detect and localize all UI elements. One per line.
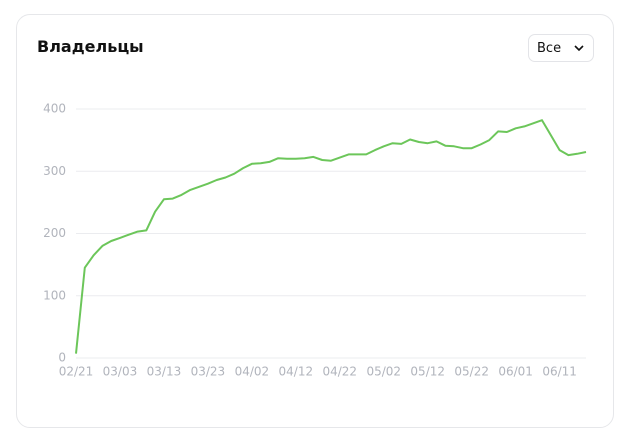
x-tick-label: 06/01 <box>498 365 533 379</box>
x-tick-label: 05/02 <box>366 365 401 379</box>
y-tick-label: 200 <box>43 226 66 240</box>
chevron-icon <box>574 45 584 52</box>
x-tick-label: 05/12 <box>410 365 445 379</box>
y-tick-label: 400 <box>43 102 66 116</box>
line <box>75 119 587 354</box>
filter-value: Все <box>537 41 562 56</box>
filter-dropdown[interactable]: Все <box>528 34 594 62</box>
x-tick-label: 04/12 <box>279 365 314 379</box>
x-tick-label: 04/22 <box>322 365 357 379</box>
y-tick-label: 300 <box>43 164 66 178</box>
x-tick-label: 03/03 <box>103 365 138 379</box>
card: Владельцы Все <box>16 14 614 428</box>
y-tick-label: 100 <box>43 288 66 302</box>
x-tick-label: 04/02 <box>235 365 270 379</box>
chart-title: Владельцы <box>37 37 144 56</box>
x-tick-label: 05/22 <box>454 365 489 379</box>
x-tick-label: 03/13 <box>147 365 182 379</box>
x-tick-label: 02/21 <box>59 365 94 379</box>
x-tick-label: 03/23 <box>191 365 226 379</box>
x-tick-label: 06/11 <box>542 365 577 379</box>
y-tick-label: 0 <box>58 351 66 365</box>
